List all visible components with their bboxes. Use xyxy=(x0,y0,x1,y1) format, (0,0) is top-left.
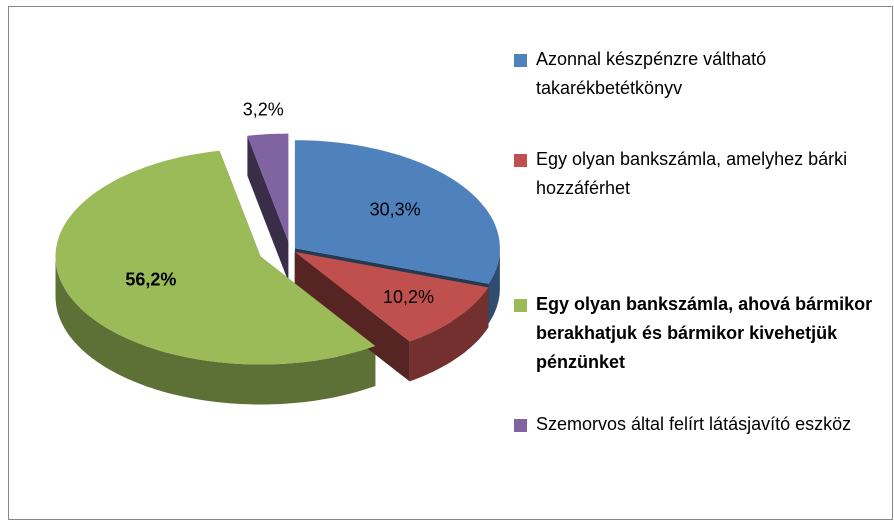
legend-swatch xyxy=(514,299,527,312)
legend-label: Azonnal készpénzre váltható takarékbetét… xyxy=(536,49,767,98)
legend-label: Szemorvos által felírt látásjavító eszkö… xyxy=(536,414,852,434)
legend-entry: Egy olyan bankszámla, ahová bármikor ber… xyxy=(514,290,884,377)
data-label: 10,2% xyxy=(383,287,434,307)
legend-label: Egy olyan bankszámla, amelyhez bárki hoz… xyxy=(536,149,848,198)
legend-swatch xyxy=(514,419,527,432)
slice xyxy=(294,251,489,342)
data-label: 30,3% xyxy=(370,199,421,219)
legend-swatch xyxy=(514,54,527,67)
slice xyxy=(247,133,289,242)
slice-tops xyxy=(55,133,500,365)
legend-entry: Szemorvos által felírt látásjavító eszkö… xyxy=(514,410,884,439)
slice-face xyxy=(294,251,410,382)
legend-label: Egy olyan bankszámla, ahová bármikor ber… xyxy=(536,294,873,372)
slice xyxy=(55,150,376,365)
legend-swatch xyxy=(514,154,527,167)
slice-wall xyxy=(409,287,489,382)
slice-wall xyxy=(55,256,376,405)
data-label: 3,2% xyxy=(243,99,284,119)
data-label: 56,2% xyxy=(125,270,176,290)
slice xyxy=(294,140,500,284)
slice-wall xyxy=(488,248,500,324)
legend-entry: Azonnal készpénzre váltható takarékbetét… xyxy=(514,45,884,103)
slice-face xyxy=(247,135,289,282)
legend-entry: Egy olyan bankszámla, amelyhez bárki hoz… xyxy=(514,145,884,203)
